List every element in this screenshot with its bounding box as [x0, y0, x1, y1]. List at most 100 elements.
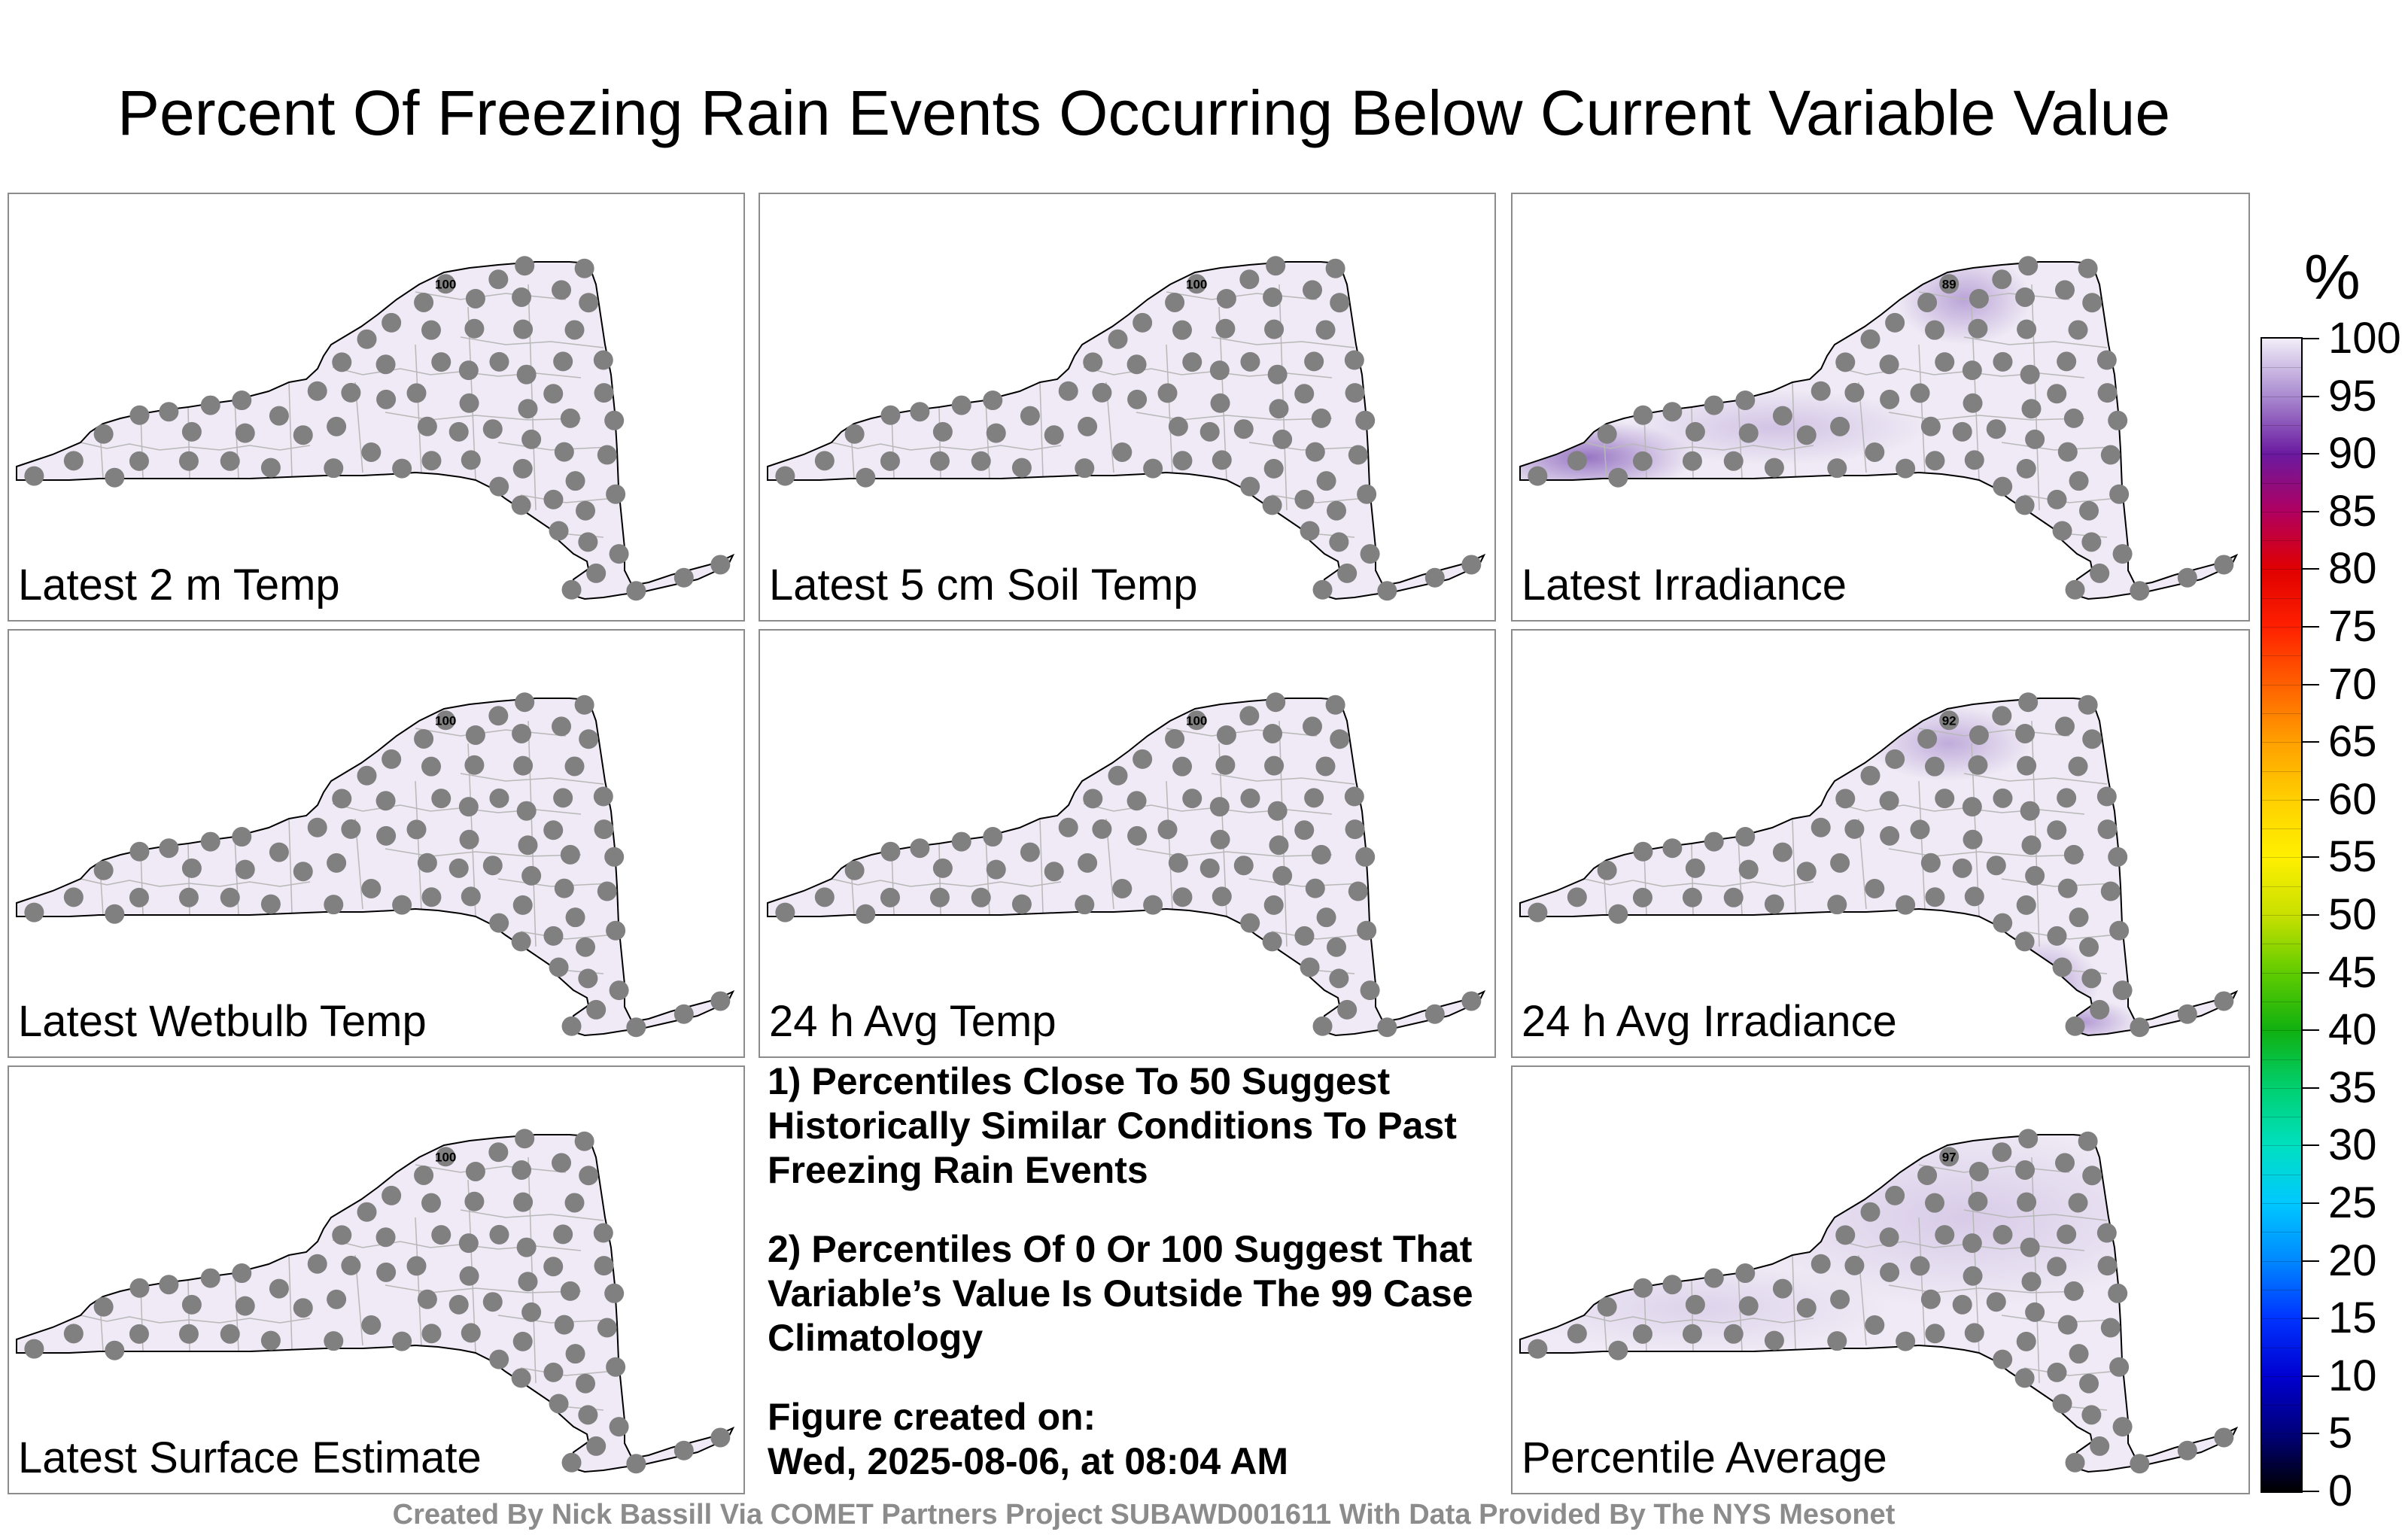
station-marker [518, 399, 538, 419]
station-marker [910, 838, 930, 859]
station-marker [421, 756, 441, 777]
station-marker [93, 860, 114, 880]
station-marker [1304, 351, 1324, 372]
station-marker [357, 765, 377, 786]
station-marker [2017, 755, 2037, 776]
station-marker [2016, 458, 2036, 479]
county-boundary [1211, 773, 1355, 785]
station-marker [515, 1129, 535, 1149]
county-boundary [80, 878, 311, 887]
station-marker [1263, 287, 1283, 307]
station-marker [1935, 1225, 1955, 1245]
station-marker [2090, 563, 2110, 583]
station-marker [1329, 968, 1349, 989]
station-marker [986, 423, 1006, 443]
station-marker [1303, 716, 1323, 737]
station-marker [1424, 567, 1445, 588]
station-marker [1682, 451, 1702, 471]
station-marker [565, 471, 585, 491]
station-marker [159, 402, 179, 422]
station-marker [181, 421, 202, 442]
county-boundary [1792, 1254, 1796, 1351]
station-marker [2025, 1302, 2045, 1322]
station-marker [2018, 256, 2039, 276]
station-marker [1633, 405, 1653, 425]
station-marker [1215, 755, 1236, 775]
station-marker [1461, 991, 1482, 1011]
colorbar-tick-label: 80 [2328, 544, 2377, 594]
colorbar-step [2262, 1087, 2301, 1089]
county-boundary [1583, 878, 1814, 887]
station-marker [181, 1294, 202, 1315]
station-marker [2021, 1272, 2042, 1292]
station-marker [814, 451, 835, 471]
county-boundary [415, 780, 422, 911]
station-marker [553, 1224, 573, 1245]
station-marker [1917, 1165, 1938, 1185]
station-marker [1968, 755, 1988, 775]
county-boundary [288, 818, 293, 914]
station-marker [586, 999, 607, 1020]
station-marker [1969, 725, 1989, 745]
station-marker [606, 484, 626, 504]
station-marker [543, 926, 564, 946]
station-marker [1212, 886, 1232, 907]
panel-label: Percentile Average [1522, 1433, 1887, 1482]
station-marker [2047, 489, 2067, 509]
station-marker [1266, 692, 1286, 713]
station-marker [2108, 410, 2128, 430]
station-marker [1764, 1330, 1784, 1351]
station-marker [375, 1227, 396, 1248]
station-marker [2047, 1257, 2067, 1277]
station-marker [2081, 532, 2102, 552]
station-marker [307, 817, 327, 837]
station-marker [1844, 819, 1865, 839]
station-value: 100 [1186, 277, 1207, 291]
station-marker [604, 847, 625, 867]
station-marker [1272, 429, 1293, 449]
station-marker [105, 1340, 125, 1360]
station-marker [489, 351, 509, 372]
station-marker [1312, 1016, 1333, 1036]
station-marker [1078, 416, 1098, 436]
colorbar-step [2262, 1462, 2301, 1464]
station-marker [436, 1147, 456, 1167]
colorbar-tick-mark [2303, 395, 2319, 397]
county-boundary [415, 344, 422, 475]
station-marker [1993, 913, 2013, 933]
station-marker [586, 563, 607, 583]
station-marker [421, 320, 441, 340]
station-marker [293, 1298, 313, 1318]
station-marker [1216, 725, 1236, 745]
station-marker [1348, 881, 1368, 901]
colorbar-tick-mark [2303, 1087, 2319, 1089]
station-marker [1704, 1268, 1724, 1288]
station-marker [1126, 354, 1147, 375]
county-boundary [2023, 494, 2119, 503]
station-marker [1738, 423, 1759, 443]
station-marker [1632, 887, 1652, 907]
station-marker [461, 1323, 481, 1343]
station-marker [1597, 424, 1617, 444]
station-marker [574, 258, 594, 278]
station-marker [512, 723, 532, 743]
station-marker [1830, 416, 1850, 436]
station-marker [1969, 1161, 1989, 1181]
station-marker [543, 820, 564, 840]
station-marker [1311, 408, 1331, 428]
station-marker [2020, 1237, 2040, 1257]
station-marker [489, 1349, 509, 1369]
station-marker [341, 382, 361, 403]
station-marker [1925, 1324, 1945, 1344]
station-marker [2097, 383, 2118, 403]
station-marker [2078, 695, 2098, 715]
station-marker [626, 1454, 646, 1474]
station-marker [2065, 1452, 2085, 1473]
panel-label: 24 h Avg Irradiance [1522, 997, 1897, 1046]
colorbar-tick-mark [2303, 1029, 2319, 1032]
station-marker [2014, 1368, 2035, 1388]
station-marker [406, 1256, 427, 1276]
station-marker [1337, 563, 1358, 583]
station-marker [1262, 932, 1282, 952]
station-marker [2055, 716, 2075, 737]
